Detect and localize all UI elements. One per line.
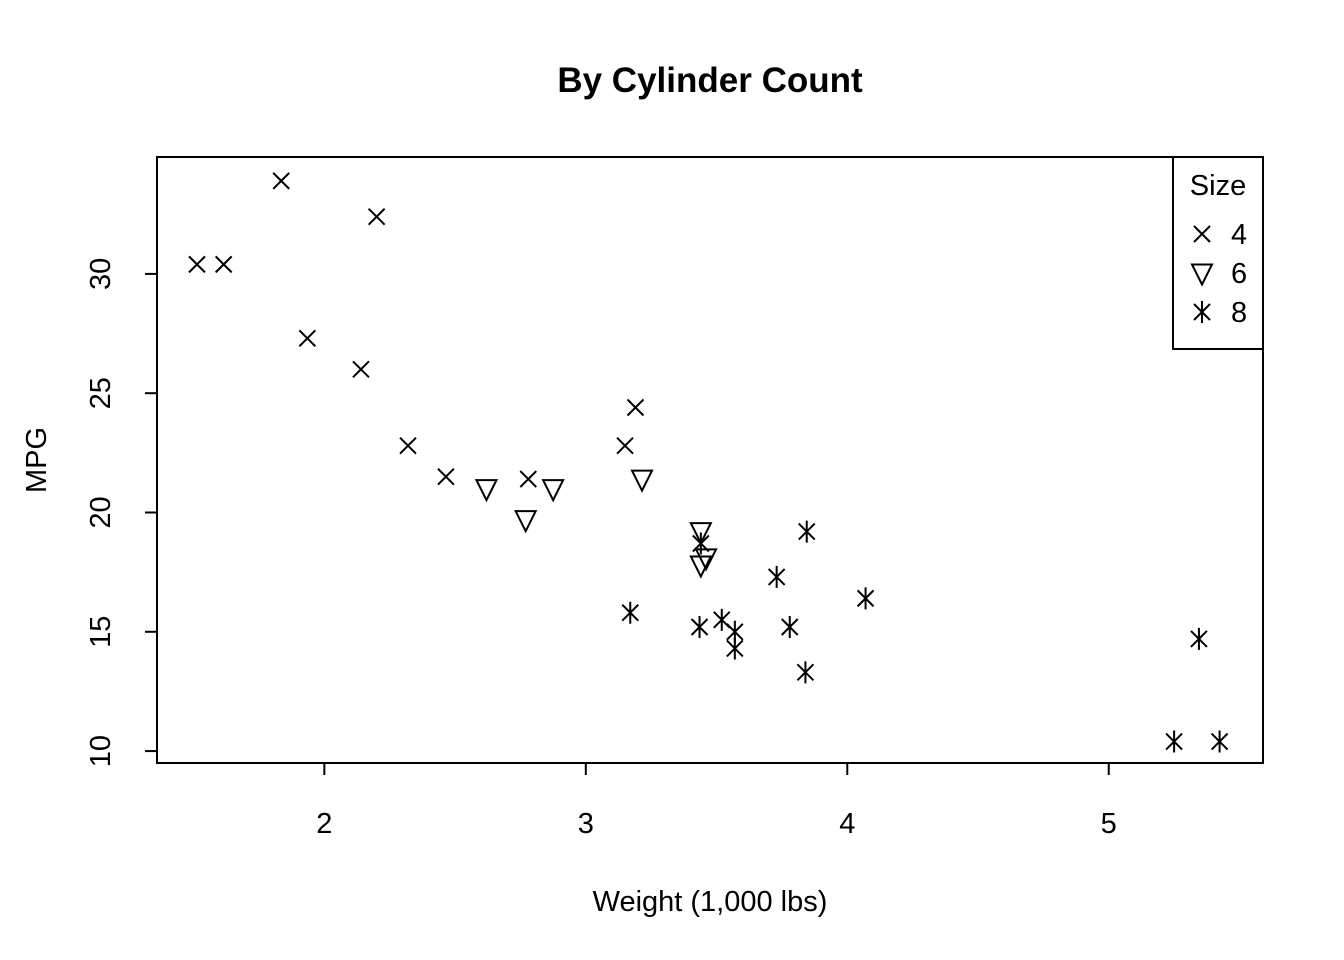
point-cyl-8 — [690, 616, 709, 639]
point-cyl-8 — [796, 661, 815, 684]
x-tick-label: 2 — [316, 808, 332, 840]
point-cyl-8 — [798, 520, 816, 543]
point-cyl-4 — [188, 255, 206, 274]
point-cyl-8 — [1165, 730, 1183, 753]
point-cyl-6 — [541, 479, 565, 503]
legend-label-cyl-8: 8 — [1231, 297, 1247, 329]
y-tick-label: 10 — [85, 735, 117, 767]
point-cyl-6 — [514, 510, 538, 534]
y-tick-label: 15 — [85, 616, 117, 648]
legend: Size 4 6 8 — [1172, 156, 1264, 350]
y-tick-label: 25 — [85, 377, 117, 409]
point-cyl-4 — [367, 207, 386, 226]
point-cyl-4 — [399, 436, 417, 455]
point-cyl-8 — [767, 565, 786, 588]
x-axis-label: Weight (1,000 lbs) — [593, 886, 828, 918]
point-cyl-8 — [856, 587, 875, 610]
y-tick-label: 30 — [85, 258, 117, 290]
point-cyl-6 — [689, 555, 713, 579]
point-cyl-6 — [689, 522, 713, 546]
chart-title: By Cylinder Count — [557, 61, 863, 100]
legend-symbol-cyl-8 — [1193, 301, 1211, 323]
point-cyl-8 — [1210, 730, 1229, 753]
point-cyl-4 — [272, 172, 290, 190]
point-cyl-8 — [726, 620, 744, 643]
point-cyl-8 — [713, 608, 731, 631]
point-cyl-8 — [621, 601, 639, 624]
point-cyl-4 — [298, 329, 317, 348]
x-tick-label: 3 — [578, 808, 594, 840]
x-tick-label: 4 — [839, 808, 855, 840]
plot-frame — [156, 156, 1264, 764]
legend-title: Size — [1190, 170, 1246, 202]
point-cyl-8 — [781, 616, 799, 639]
legend-label-cyl-4: 4 — [1231, 219, 1247, 251]
legend-symbol-cyl-6 — [1190, 263, 1214, 287]
point-cyl-4 — [437, 467, 455, 486]
x-axis: 2 3 4 5 — [316, 762, 1117, 840]
point-cyl-6 — [474, 479, 499, 503]
y-tick-label: 20 — [85, 496, 117, 528]
point-cyl-8 — [692, 532, 710, 555]
y-axis-label: MPG — [21, 427, 53, 493]
y-axis: 10 15 20 25 30 — [85, 258, 158, 767]
legend-items: 4 6 8 — [1190, 219, 1247, 329]
point-cyl-8 — [1190, 627, 1208, 650]
legend-label-cyl-6: 6 — [1231, 258, 1247, 290]
point-cyl-4 — [519, 470, 537, 488]
point-cyl-4 — [616, 436, 634, 455]
x-tick-label: 5 — [1101, 808, 1117, 840]
legend-symbol-cyl-4 — [1193, 225, 1211, 243]
point-cyl-4 — [214, 255, 233, 274]
legend-box — [1172, 156, 1264, 350]
point-cyl-6 — [630, 469, 654, 493]
data-points — [188, 172, 1229, 753]
point-cyl-4 — [352, 360, 370, 379]
point-cyl-4 — [626, 398, 645, 417]
